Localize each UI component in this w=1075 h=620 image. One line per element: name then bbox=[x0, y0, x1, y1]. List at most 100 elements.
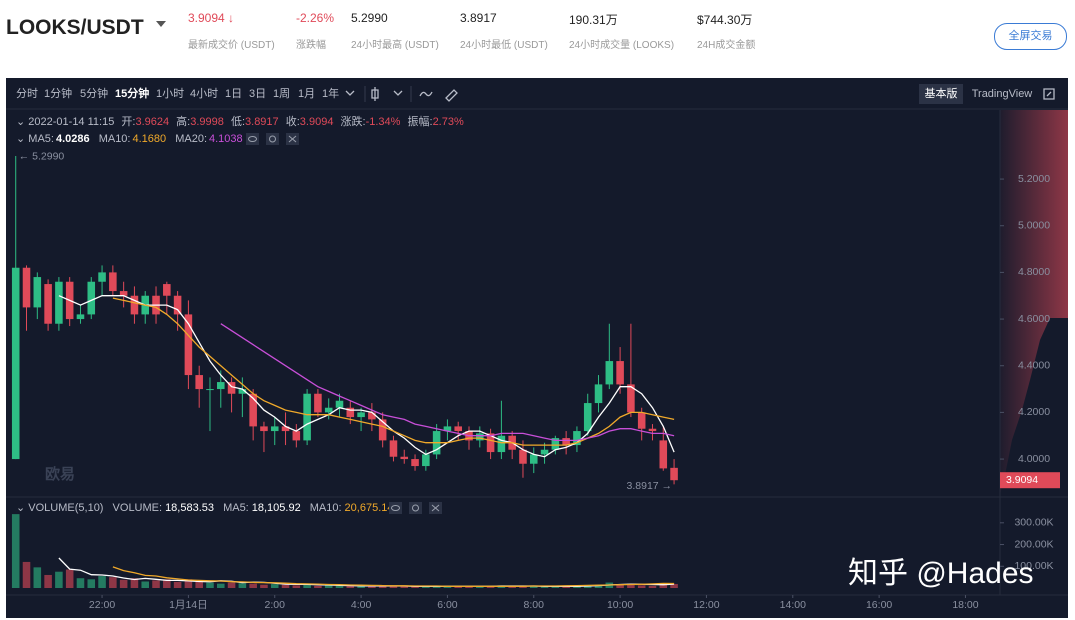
interval-tab[interactable]: 1日 bbox=[225, 88, 242, 100]
volume-bar bbox=[152, 580, 160, 588]
volume-bar bbox=[540, 586, 549, 588]
candle-body bbox=[400, 456, 409, 460]
volume-bar bbox=[44, 574, 52, 588]
symbol-dropdown[interactable] bbox=[156, 21, 166, 27]
volume-bar bbox=[227, 582, 236, 588]
volume-bar bbox=[573, 586, 581, 588]
info-line: ⌄ 2022-01-14 11:15 开:3.9624 高:3.9998 低:3… bbox=[16, 114, 464, 128]
candle-body bbox=[227, 382, 236, 394]
info-value: 3.9998 bbox=[190, 116, 224, 128]
volume-legend-icons[interactable] bbox=[389, 502, 442, 514]
interval-tab[interactable]: 1周 bbox=[273, 87, 290, 100]
interval-tab[interactable]: 1分钟 bbox=[44, 86, 72, 100]
interval-tab[interactable]: 5分钟 bbox=[80, 86, 108, 100]
volume-bar bbox=[422, 586, 430, 588]
interval-tab[interactable]: 1年 bbox=[322, 86, 339, 100]
candle-body bbox=[486, 433, 495, 453]
volume-bar bbox=[486, 586, 495, 588]
info-label: 涨跌: bbox=[341, 114, 366, 128]
volume-bar bbox=[11, 514, 20, 588]
candle-body bbox=[454, 426, 462, 432]
volume-bar bbox=[648, 585, 657, 588]
volume-bar bbox=[109, 577, 117, 588]
candle-body bbox=[324, 407, 333, 413]
vol-tick-label: 200.00K bbox=[1014, 538, 1053, 550]
last-price-label: 3.9094 bbox=[1006, 474, 1038, 486]
x-tick-label: 10:00 bbox=[607, 599, 633, 611]
volume-bar bbox=[357, 586, 365, 588]
stat-label: 24小时最高 (USDT) bbox=[351, 40, 439, 51]
watermark: 欧易 bbox=[45, 465, 75, 483]
y-tick-label: 4.4000 bbox=[1018, 360, 1050, 372]
plot: 4.0000 4.2000 4.4000 4.6000 4.8000 5.0000 5.20… bbox=[11, 151, 1060, 611]
candle-body bbox=[583, 403, 592, 432]
last-price-tag bbox=[1000, 472, 1060, 489]
info-label: 低: bbox=[231, 115, 245, 128]
volume-bar bbox=[670, 583, 678, 588]
volume-bar bbox=[249, 583, 257, 588]
symbol[interactable]: LOOKS/USDT bbox=[6, 16, 144, 39]
candle-body bbox=[335, 400, 344, 408]
x-tick-label: 1月14日 bbox=[169, 599, 208, 611]
low-marker: 3.8917 → bbox=[627, 480, 673, 492]
candle-body bbox=[292, 431, 301, 441]
candle-body bbox=[378, 419, 387, 441]
candle-body bbox=[130, 295, 139, 315]
candle-body bbox=[303, 393, 311, 441]
volume-bar bbox=[627, 583, 635, 588]
ma-value: 4.1038 bbox=[209, 133, 243, 145]
vol-label: VOLUME: bbox=[113, 502, 163, 514]
ma-line bbox=[112, 297, 675, 446]
candle-body bbox=[44, 284, 52, 324]
interval-tab[interactable]: 4小时 bbox=[190, 87, 218, 100]
last-price: 3.9094 ↓ bbox=[188, 11, 235, 25]
candle-body bbox=[551, 438, 560, 450]
stat-value: 3.8917 bbox=[460, 11, 497, 25]
volume-legend: ⌄ VOLUME(5,10) VOLUME: 18,583.53 MA5: 18,1… bbox=[16, 502, 393, 514]
interval-tab[interactable]: 1小时 bbox=[156, 87, 184, 100]
interval-tab[interactable]: 分时 bbox=[16, 87, 38, 100]
ma-line bbox=[58, 295, 675, 458]
view-tab[interactable]: TradingView bbox=[972, 88, 1033, 100]
interval-tab[interactable]: 1月 bbox=[298, 88, 315, 100]
interval-tab[interactable]: 3日 bbox=[249, 88, 266, 100]
volume-bar bbox=[87, 579, 96, 588]
candle-body bbox=[98, 272, 106, 282]
candle-body bbox=[109, 272, 117, 292]
depth-area bbox=[1000, 110, 1068, 495]
chevron[interactable]: ⌄ bbox=[16, 116, 28, 128]
interval-tab[interactable]: 15分钟 bbox=[115, 86, 149, 100]
volume-bar bbox=[303, 584, 311, 588]
x-tick-label: 4:00 bbox=[351, 599, 372, 611]
view-tab[interactable]: 基本版 bbox=[925, 86, 958, 100]
candle-body bbox=[357, 412, 365, 418]
volume-bar bbox=[22, 561, 31, 588]
stat-label: 24小时成交量 (LOOKS) bbox=[569, 40, 675, 51]
legend-icons[interactable] bbox=[246, 133, 299, 145]
volume-bar bbox=[378, 586, 387, 588]
volume-bar bbox=[76, 578, 85, 588]
info-value: 3.9624 bbox=[135, 116, 169, 128]
volume-bar bbox=[659, 584, 668, 588]
volume-bar bbox=[217, 583, 225, 588]
volume-bar bbox=[551, 586, 560, 588]
vol-label: MA5: bbox=[223, 502, 249, 514]
vol-tick-label: 100.00K bbox=[1014, 560, 1053, 572]
y-tick-label: 5.2000 bbox=[1018, 173, 1050, 185]
volume-bar bbox=[324, 585, 333, 588]
candle-body bbox=[659, 440, 668, 469]
volume-bar bbox=[476, 586, 484, 588]
fullscreen-button[interactable]: 全屏交易 bbox=[994, 23, 1067, 50]
volume-bar bbox=[346, 586, 355, 588]
candle-body bbox=[22, 267, 31, 308]
candle-body bbox=[260, 426, 268, 432]
volume-bar bbox=[141, 581, 150, 588]
volume-bar bbox=[443, 586, 452, 588]
volume-bar bbox=[411, 586, 419, 588]
candle-body bbox=[195, 375, 203, 390]
candle-body bbox=[670, 467, 678, 481]
candle-body bbox=[573, 431, 581, 446]
x-tick-label: 2:00 bbox=[265, 599, 286, 611]
volume-bar bbox=[368, 585, 376, 588]
